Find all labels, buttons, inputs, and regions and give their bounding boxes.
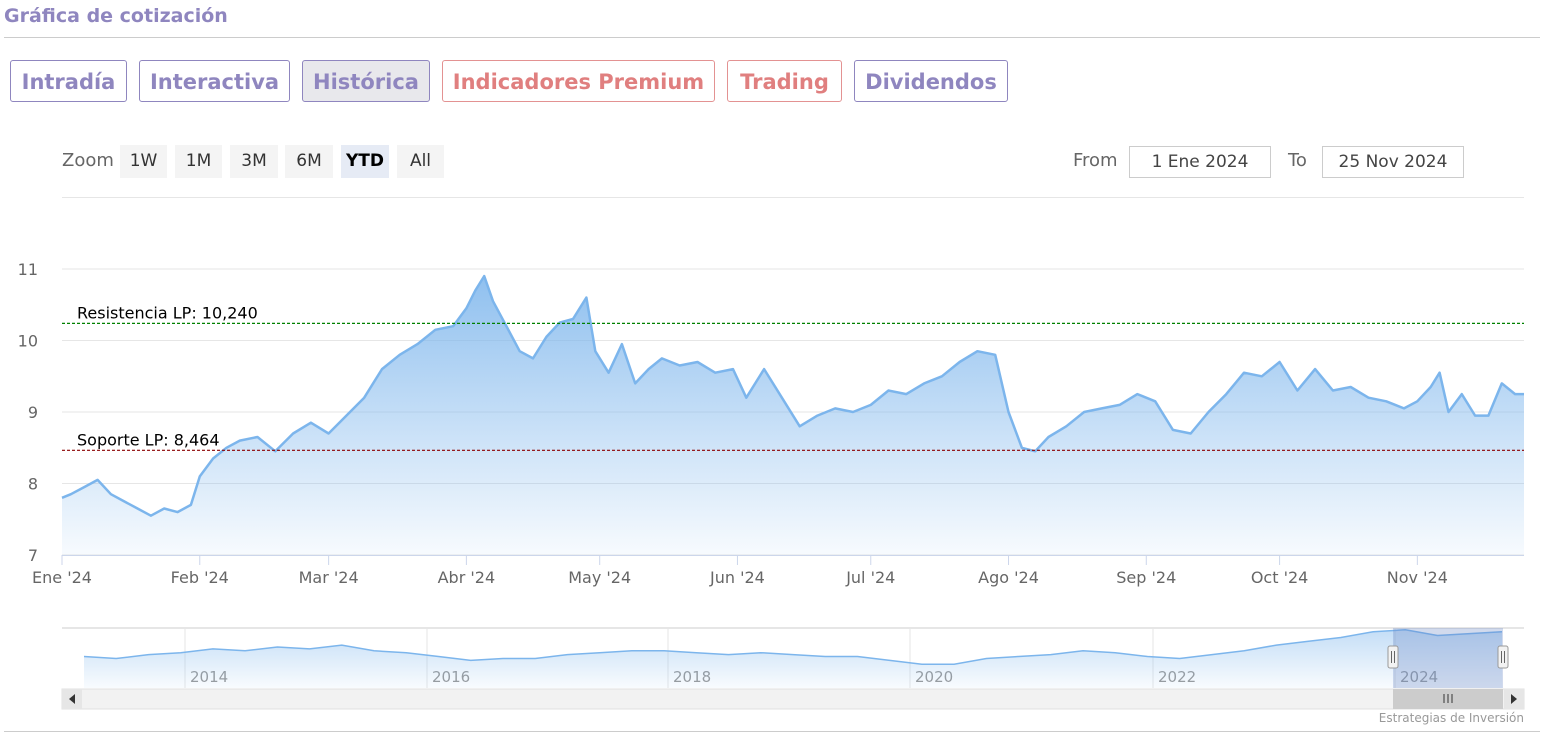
navigator-line	[83, 629, 1503, 665]
navigator-left-handle[interactable]	[1387, 645, 1399, 669]
navigator-selection	[1393, 628, 1503, 688]
to-date-input[interactable]: 25 Nov 2024	[1322, 146, 1464, 178]
to-label: To	[1288, 150, 1307, 171]
tab-intradia[interactable]: Intradía	[10, 60, 127, 102]
zoom-3m-button[interactable]: 3M	[230, 145, 278, 178]
x-tick-label: Sep '24	[1116, 568, 1176, 587]
y-tick-label: 11	[18, 260, 38, 279]
zoom-ytd-button[interactable]: YTD	[341, 145, 389, 178]
x-tick-label: Jun '24	[709, 568, 765, 587]
scrollbar-track[interactable]	[61, 688, 1525, 710]
x-tick-label: Ago '24	[978, 568, 1039, 587]
zoom-1m-button[interactable]: 1M	[175, 145, 222, 178]
x-axis: Ene '24 Feb '24 Mar '24 Abr '24 May '24 Jun '…	[32, 555, 1524, 587]
tab-interactiva[interactable]: Interactiva	[139, 60, 290, 102]
tab-trading[interactable]: Trading	[727, 60, 842, 102]
bottom-divider	[4, 731, 1540, 732]
series-layer	[61, 274, 1524, 555]
from-date-input[interactable]: 1 Ene 2024	[1129, 146, 1271, 178]
y-tick-label: 9	[28, 403, 38, 422]
zoom-1w-button[interactable]: 1W	[120, 145, 167, 178]
x-tick-label: May '24	[568, 568, 631, 587]
zoom-all-button[interactable]: All	[397, 145, 444, 178]
x-tick-label: Nov '24	[1387, 568, 1448, 587]
from-label: From	[1073, 150, 1118, 171]
x-tick-label: Mar '24	[299, 568, 359, 587]
title-divider	[4, 37, 1540, 38]
navigator-right-handle[interactable]	[1497, 645, 1509, 669]
tab-indicadores-premium[interactable]: Indicadores Premium	[442, 60, 715, 102]
x-tick-label: Ene '24	[32, 568, 92, 587]
plot-lines: Resistencia LP: 10,240 Soporte LP: 8,464	[62, 303, 1524, 451]
zoom-6m-button[interactable]: 6M	[285, 145, 333, 178]
resistance-label: Resistencia LP: 10,240	[77, 303, 258, 322]
page-title: Gráfica de cotización	[4, 5, 228, 27]
zoom-label: Zoom	[62, 150, 114, 171]
support-label: Soporte LP: 8,464	[77, 430, 220, 449]
credits-text: Estrategias de Inversión	[1378, 711, 1524, 725]
tab-dividendos[interactable]: Dividendos	[854, 60, 1008, 102]
x-tick-label: Oct '24	[1251, 568, 1309, 587]
x-tick-label: Feb '24	[171, 568, 229, 587]
y-tick-label: 7	[28, 546, 38, 565]
arrow-left-icon	[69, 694, 75, 704]
arrow-right-icon	[1511, 694, 1517, 704]
x-tick-label: Jul '24	[845, 568, 895, 587]
chart-top-rule	[62, 197, 1524, 198]
navigator-area	[84, 629, 1502, 688]
tab-historica[interactable]: Histórica	[302, 60, 430, 102]
series-line	[61, 274, 1524, 517]
x-tick-label: Abr '24	[438, 568, 496, 587]
y-axis-labels: 7 8 9 10 11	[18, 260, 38, 565]
y-tick-label: 8	[28, 475, 38, 494]
y-tick-label: 10	[18, 332, 38, 351]
navigator[interactable]: 201420162018202020222024	[61, 627, 1525, 710]
